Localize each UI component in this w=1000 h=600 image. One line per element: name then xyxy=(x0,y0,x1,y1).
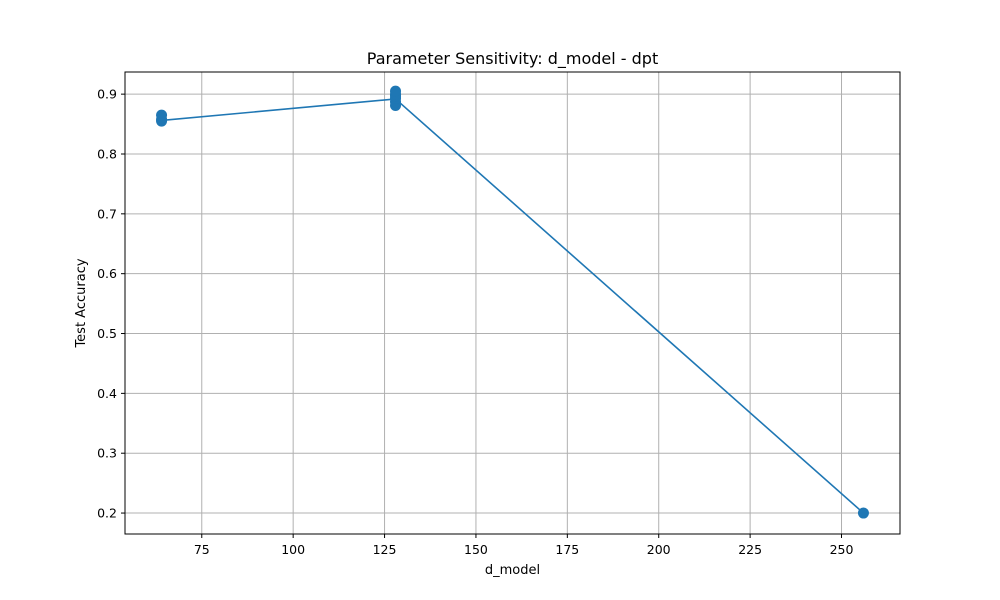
data-point xyxy=(857,507,869,519)
axes-frame xyxy=(124,71,901,535)
data-point xyxy=(156,109,168,121)
y-tick-label: 0.5 xyxy=(97,326,117,341)
series-layer xyxy=(156,85,869,519)
y-tick-label: 0.4 xyxy=(97,386,117,401)
ticks-layer: 75 100 125 150 175 200 225 250 0.2 0.3 0.4 0.5 0.6 0.… xyxy=(97,87,853,557)
x-tick-label: 250 xyxy=(830,542,854,557)
x-tick-label: 200 xyxy=(647,542,671,557)
x-tick-label: 75 xyxy=(194,542,210,557)
gridlines xyxy=(125,72,900,534)
y-axis-label: Test Accuracy xyxy=(74,258,89,348)
y-tick-label: 0.6 xyxy=(97,266,117,281)
y-tick-label: 0.2 xyxy=(97,506,117,521)
x-tick-label: 225 xyxy=(738,542,762,557)
x-tick-label: 150 xyxy=(464,542,488,557)
plot-area xyxy=(125,72,900,534)
chart-title: Parameter Sensitivity: d_model - dpt xyxy=(367,49,658,69)
x-axis-label: d_model xyxy=(485,563,540,578)
data-point xyxy=(390,85,402,97)
x-tick-label: 100 xyxy=(281,542,305,557)
y-tick-label: 0.7 xyxy=(97,206,117,221)
x-tick-label: 175 xyxy=(555,542,579,557)
y-tick-label: 0.9 xyxy=(97,87,117,102)
x-tick-label: 125 xyxy=(373,542,397,557)
y-tick-label: 0.8 xyxy=(97,146,117,161)
y-tick-label: 0.3 xyxy=(97,446,117,461)
